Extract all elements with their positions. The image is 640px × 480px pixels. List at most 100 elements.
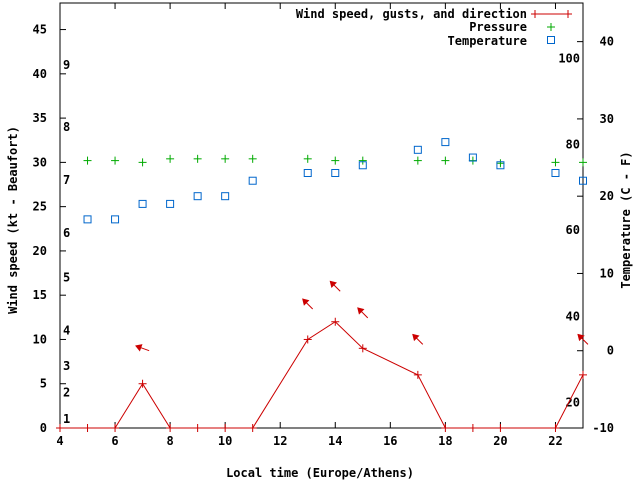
y-right-tick-label: 40 — [600, 35, 614, 49]
wind-speed-point — [56, 424, 64, 432]
y-left-tick-label: 35 — [33, 111, 47, 125]
axes: 4 6 8 10 12 14 16 18 20 22051015202530354045-1001… — [33, 2, 614, 448]
x-tick-label: 8 — [166, 434, 173, 448]
wind-speed-point — [248, 424, 257, 432]
temperature-point — [358, 161, 367, 170]
wind-direction-arrow — [135, 344, 150, 352]
temperature-point — [468, 153, 477, 162]
y-left-tick-label: 40 — [33, 67, 47, 81]
temperature-point — [248, 176, 257, 185]
y-right-axis-label: Temperature (C - F) — [619, 151, 633, 288]
legend-sample-wind — [531, 10, 572, 18]
series — [56, 138, 589, 432]
pressure-point — [579, 158, 587, 167]
temperature-point — [166, 199, 175, 208]
wind-speed-point — [166, 424, 175, 432]
wind-speed-line — [60, 321, 584, 429]
wind-speed-point — [468, 424, 477, 432]
temperature-point — [303, 169, 312, 177]
y-left-axis-label: Wind speed (kt - Beaufort) — [6, 126, 20, 314]
y-left-tick-label: 45 — [33, 23, 47, 37]
x-tick-label: 4 — [56, 434, 63, 448]
wind-direction-arrow — [412, 333, 424, 345]
x-tick-label: 22 — [548, 434, 562, 448]
legend-label-pressure: Pressure — [469, 20, 527, 34]
temperature-point — [331, 169, 340, 177]
x-tick-label: 20 — [493, 434, 507, 448]
x-tick-label: 16 — [383, 434, 397, 448]
legend-sample-pressure — [547, 23, 555, 31]
pressure-point — [166, 154, 175, 163]
temperature-point — [221, 192, 230, 201]
wind-speed-point — [303, 335, 312, 344]
wind-speed-point — [413, 370, 422, 379]
beaufort-label: 1 — [63, 412, 70, 426]
y-right-tick-label: 0 — [607, 344, 614, 358]
pressure-point — [551, 158, 560, 167]
wind-speed-point — [83, 424, 92, 432]
wind-direction-arrow — [329, 280, 341, 292]
wind-speed-point — [193, 424, 202, 432]
pressure-point — [111, 156, 120, 165]
x-tick-label: 14 — [328, 434, 342, 448]
pressure-point — [193, 154, 202, 163]
temperature-point — [193, 192, 202, 201]
wind-direction-arrow — [577, 333, 589, 345]
beaufort-label: 5 — [63, 270, 70, 284]
x-tick-label: 18 — [438, 434, 452, 448]
beaufort-label: 3 — [63, 359, 70, 373]
temperature-point — [441, 138, 450, 147]
fahrenheit-label: 60 — [566, 223, 580, 237]
beaufort-label: 4 — [63, 324, 70, 338]
y-left-tick-label: 5 — [40, 377, 47, 391]
wind-speed-point — [358, 344, 367, 353]
temperature-point — [111, 215, 120, 224]
y-right-tick-label: 30 — [600, 112, 614, 126]
pressure-point — [441, 156, 450, 165]
y-left-tick-label: 30 — [33, 155, 47, 169]
temperature-point — [579, 176, 587, 185]
wind-speed-point — [221, 424, 230, 432]
fahrenheit-label: 40 — [566, 310, 580, 324]
beaufort-label: 7 — [63, 173, 70, 187]
x-tick-label: 6 — [111, 434, 118, 448]
pressure-point — [83, 156, 92, 165]
pressure-point — [138, 158, 147, 167]
beaufort-label: 6 — [63, 226, 70, 240]
fahrenheit-label: 20 — [566, 396, 580, 410]
y-left-tick-label: 25 — [33, 200, 47, 214]
wind-speed-point — [138, 379, 147, 388]
legend-sample-temperature — [547, 36, 555, 44]
y-right-tick-label: 10 — [600, 266, 614, 280]
pressure-point — [358, 156, 367, 165]
plot-frame — [59, 2, 584, 429]
beaufort-label: 8 — [63, 120, 70, 134]
legend-label-temperature: Temperature — [448, 34, 527, 48]
wind-speed-point — [496, 424, 505, 432]
pressure-point — [303, 154, 312, 163]
temperature-point — [496, 161, 505, 170]
wind-speed-point — [441, 424, 450, 432]
wind-speed-point — [331, 317, 340, 326]
y-left-tick-label: 10 — [33, 332, 47, 346]
beaufort-label: 2 — [63, 386, 70, 400]
fahrenheit-label: 80 — [566, 137, 580, 151]
x-tick-label: 10 — [218, 434, 232, 448]
x-axis-label: Local time (Europe/Athens) — [226, 466, 414, 480]
pressure-point — [496, 159, 505, 168]
wind-direction-arrow — [357, 307, 369, 319]
wind-direction-arrow — [302, 298, 314, 310]
temperature-point — [551, 169, 560, 177]
pressure-point — [221, 154, 230, 163]
temperature-point — [413, 145, 422, 154]
y-left-tick-label: 0 — [40, 421, 47, 435]
beaufort-label: 9 — [63, 58, 70, 72]
fahrenheit-label: 100 — [558, 52, 580, 66]
pressure-point — [331, 156, 340, 165]
legend-label-wind: Wind speed, gusts, and direction — [296, 7, 527, 21]
y-right-tick-label: 20 — [600, 189, 614, 203]
y-left-tick-label: 15 — [33, 288, 47, 302]
legend: Wind speed, gusts, and direction Pressur… — [296, 7, 572, 48]
wind-speed-point — [111, 424, 120, 432]
